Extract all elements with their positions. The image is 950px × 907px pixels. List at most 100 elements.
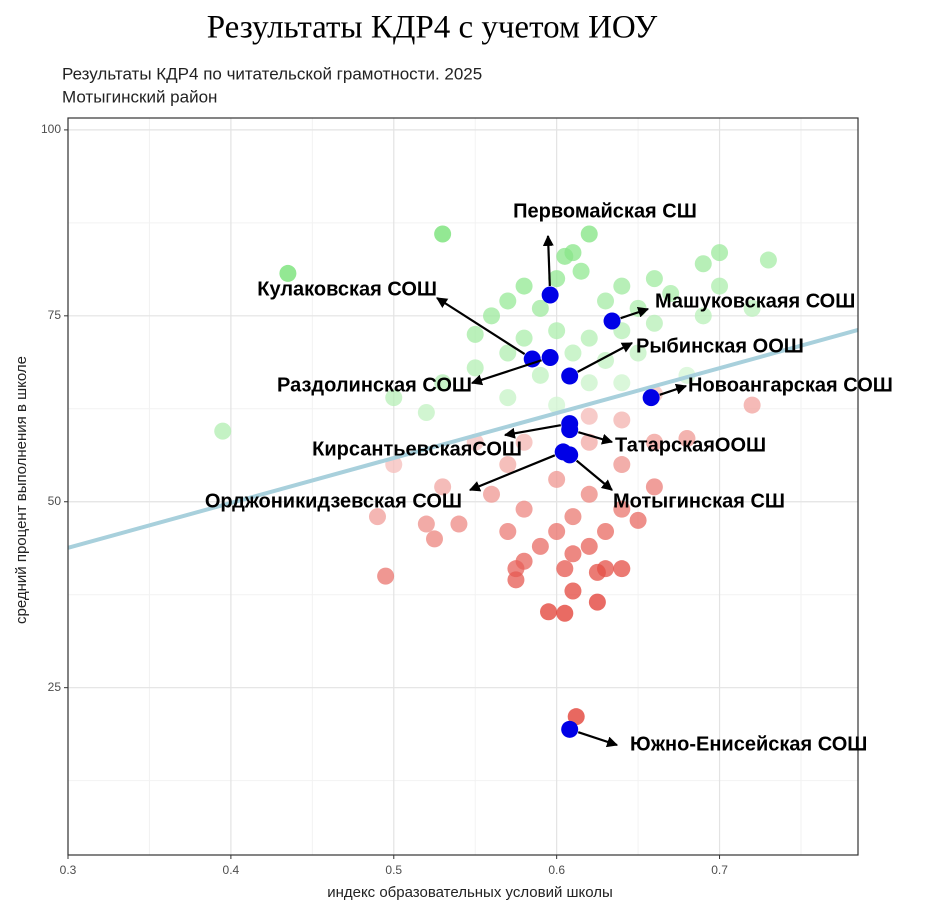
y-axis-label: средний процент выполнения в школе <box>13 356 30 624</box>
y-tick-label: 75 <box>48 308 62 322</box>
annotation-arrow <box>659 383 688 396</box>
school-point <box>694 307 712 325</box>
trend-line <box>67 328 859 550</box>
school-point <box>540 603 558 621</box>
school-point <box>743 396 761 414</box>
school-point <box>613 456 631 474</box>
annotation-label: Новоангарская СОШ <box>688 374 893 396</box>
school-point <box>515 433 533 451</box>
chart-subtitle: Мотыгинский район <box>62 87 217 106</box>
school-point <box>385 389 403 407</box>
school-point <box>564 244 582 262</box>
annotation-arrow <box>620 306 650 320</box>
school-point <box>515 500 533 518</box>
school-point <box>580 433 598 451</box>
school-point <box>483 307 501 325</box>
annotation-arrow <box>503 424 562 439</box>
school-point <box>564 508 582 526</box>
school-point <box>425 530 443 548</box>
annotation-arrow <box>578 431 614 445</box>
highlighted-point <box>523 350 541 368</box>
highlighted-point <box>561 720 579 738</box>
school-point <box>564 545 582 563</box>
school-point <box>466 359 484 377</box>
annotation-label: Раздолинская СОШ <box>277 374 472 396</box>
annotation-arrow <box>542 234 554 287</box>
school-point <box>499 456 517 474</box>
school-point <box>759 251 777 269</box>
school-point <box>597 351 615 369</box>
y-tick-label: 50 <box>48 494 62 508</box>
annotation-label: ТатарскаяООШ <box>615 434 766 456</box>
annotation-arrow <box>468 454 556 492</box>
school-point <box>678 430 696 448</box>
school-point <box>564 344 582 362</box>
school-point <box>417 404 435 422</box>
annotation-arrow <box>577 342 633 373</box>
school-point <box>694 255 712 273</box>
school-point <box>743 299 761 317</box>
chart-title: Результаты КДР4 с учетом ИОУ <box>207 10 658 46</box>
school-point <box>450 515 468 533</box>
x-tick-label: 0.4 <box>223 863 240 877</box>
annotation-label: Кулаковская СОШ <box>257 278 437 300</box>
school-point <box>662 285 680 303</box>
school-point <box>711 277 729 295</box>
x-axis-label: индекс образовательных условий школы <box>327 884 613 901</box>
school-point <box>629 344 647 362</box>
school-point <box>567 708 585 726</box>
school-point <box>377 567 395 585</box>
school-point <box>368 508 386 526</box>
school-point <box>613 560 631 578</box>
school-point <box>499 292 517 310</box>
school-point <box>531 537 549 555</box>
school-point <box>613 411 631 429</box>
school-point <box>499 522 517 540</box>
highlighted-point <box>541 286 559 304</box>
school-point <box>434 478 452 496</box>
highlighted-point <box>561 421 579 439</box>
school-point <box>711 244 729 262</box>
school-point <box>531 299 549 317</box>
school-point <box>548 396 566 414</box>
highlighted-point <box>561 446 579 464</box>
school-point <box>580 329 598 347</box>
annotation-label: Мотыгинская СШ <box>613 490 785 512</box>
school-point <box>564 582 582 600</box>
x-tick-label: 0.7 <box>711 863 728 877</box>
annotation-arrow <box>577 731 619 748</box>
school-point <box>580 407 598 425</box>
school-point <box>548 522 566 540</box>
chart-subtitle: Результаты КДР4 по читательской грамотно… <box>62 64 482 83</box>
school-point <box>588 563 606 581</box>
annotation-label: Машуковскаяя СОШ <box>655 290 855 312</box>
school-point <box>548 470 566 488</box>
school-point <box>572 262 590 280</box>
school-point <box>580 374 598 392</box>
school-point <box>515 329 533 347</box>
school-point <box>434 225 452 243</box>
school-point <box>645 433 663 451</box>
school-point <box>214 422 232 440</box>
school-point <box>645 270 663 288</box>
highlighted-point <box>561 367 579 385</box>
school-point <box>613 374 631 392</box>
school-point <box>613 277 631 295</box>
school-point <box>499 389 517 407</box>
highlighted-point <box>541 348 559 366</box>
y-tick-label: 25 <box>48 680 62 694</box>
school-point <box>645 478 663 496</box>
annotation-label: Рыбинская ООШ <box>636 335 804 357</box>
school-point <box>629 511 647 529</box>
annotation-arrow <box>436 297 526 356</box>
school-point <box>499 344 517 362</box>
school-point <box>597 292 615 310</box>
school-point <box>466 325 484 343</box>
school-point <box>556 560 574 578</box>
school-point <box>548 270 566 288</box>
school-point <box>531 366 549 384</box>
school-point <box>417 515 435 533</box>
school-point <box>434 374 452 392</box>
